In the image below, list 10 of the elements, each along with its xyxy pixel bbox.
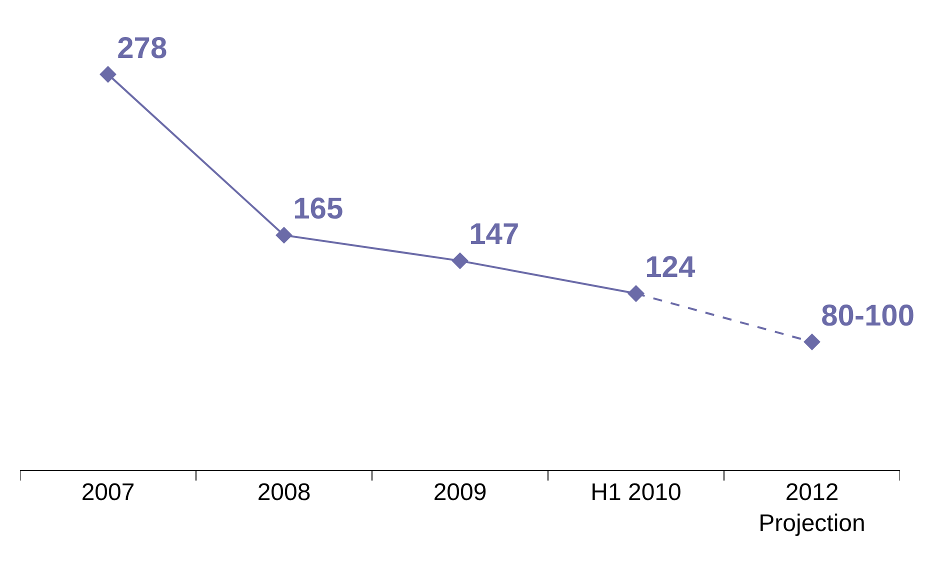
data-label: 124 xyxy=(645,250,696,284)
x-tick-label: H1 2010 xyxy=(590,478,682,506)
data-label: 147 xyxy=(469,218,520,252)
x-tick-label: 2009 xyxy=(433,478,487,506)
data-label: 278 xyxy=(117,32,168,65)
data-label: 165 xyxy=(293,192,344,226)
data-label: 80-100 xyxy=(821,299,915,332)
x-tick-label: 2008 xyxy=(257,478,311,506)
x-tick-label: 2007 xyxy=(81,478,135,506)
x-tick-label: 2012 Projection xyxy=(758,478,866,537)
